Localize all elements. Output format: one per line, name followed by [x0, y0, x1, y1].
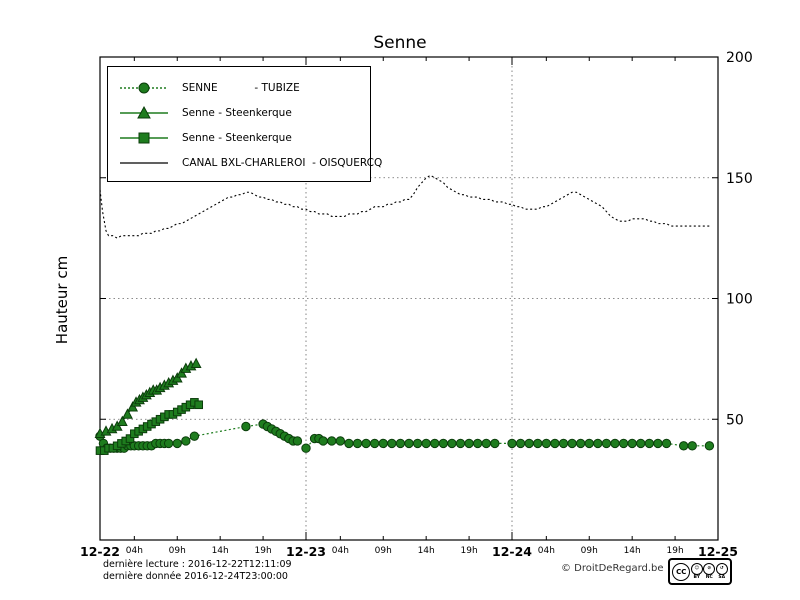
legend-item-steenkerque-square: Senne - Steenkerque — [108, 125, 370, 150]
cc-sa-icon: ↺ SA — [715, 562, 728, 581]
svg-text:14h: 14h — [418, 546, 435, 556]
svg-text:04h: 04h — [126, 546, 143, 556]
svg-text:12-24: 12-24 — [492, 544, 532, 559]
last-reading-text: dernière lecture : 2016-12-22T12:11:09 — [103, 559, 292, 570]
svg-text:50: 50 — [726, 412, 744, 428]
legend-item-canal: CANAL BXL-CHARLEROI - OISQUERCQ — [108, 150, 382, 175]
svg-text:19h: 19h — [461, 546, 478, 556]
svg-text:19h: 19h — [255, 546, 272, 556]
svg-text:04h: 04h — [538, 546, 555, 556]
svg-text:14h: 14h — [212, 546, 229, 556]
cc-by-icon: ☺ BY — [690, 562, 703, 581]
svg-text:12-22: 12-22 — [80, 544, 120, 559]
legend-label: CANAL BXL-CHARLEROI - OISQUERCQ — [182, 156, 383, 169]
copyright-text: © DroitDeRegard.be — [561, 563, 664, 574]
line-marker-icon — [120, 161, 168, 164]
svg-text:04h: 04h — [332, 546, 349, 556]
cc-nc-icon: ⊘ NC — [703, 562, 716, 581]
svg-text:19h: 19h — [667, 546, 684, 556]
chart-title: Senne — [373, 33, 427, 53]
svg-text:14h: 14h — [624, 546, 641, 556]
svg-text:09h: 09h — [375, 546, 392, 556]
svg-text:100: 100 — [726, 292, 753, 308]
svg-text:12-23: 12-23 — [286, 544, 326, 559]
legend-item-steenkerque-triangle: Senne - Steenkerque — [108, 100, 370, 125]
svg-text:200: 200 — [726, 50, 753, 66]
svg-text:150: 150 — [726, 171, 753, 187]
legend-item-tubize: SENNE - TUBIZE — [108, 75, 370, 100]
square-marker-icon — [120, 132, 168, 143]
creative-commons-badge: CC ☺ BY ⊘ NC ↺ SA — [668, 558, 732, 585]
legend-label: SENNE - TUBIZE — [182, 81, 300, 94]
svg-text:12-25: 12-25 — [698, 544, 738, 559]
svg-text:09h: 09h — [169, 546, 186, 556]
cc-icon: CC — [672, 562, 691, 581]
legend-label: Senne - Steenkerque — [182, 131, 292, 144]
triangle-marker-icon — [120, 105, 168, 118]
circle-marker-icon — [120, 82, 168, 93]
legend-label: Senne - Steenkerque — [182, 106, 292, 119]
svg-text:09h: 09h — [581, 546, 598, 556]
legend: SENNE - TUBIZE Senne - Steenkerque Senne… — [107, 66, 382, 182]
last-data-text: dernière donnée 2016-12-24T23:00:00 — [103, 571, 288, 582]
